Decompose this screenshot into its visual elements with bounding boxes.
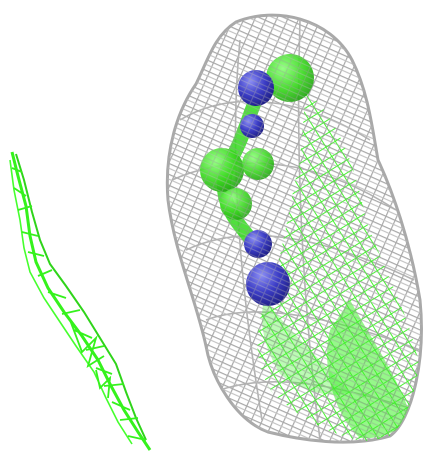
green-ribbon-mesh	[9, 151, 152, 451]
wireframe-overlay	[167, 15, 422, 443]
